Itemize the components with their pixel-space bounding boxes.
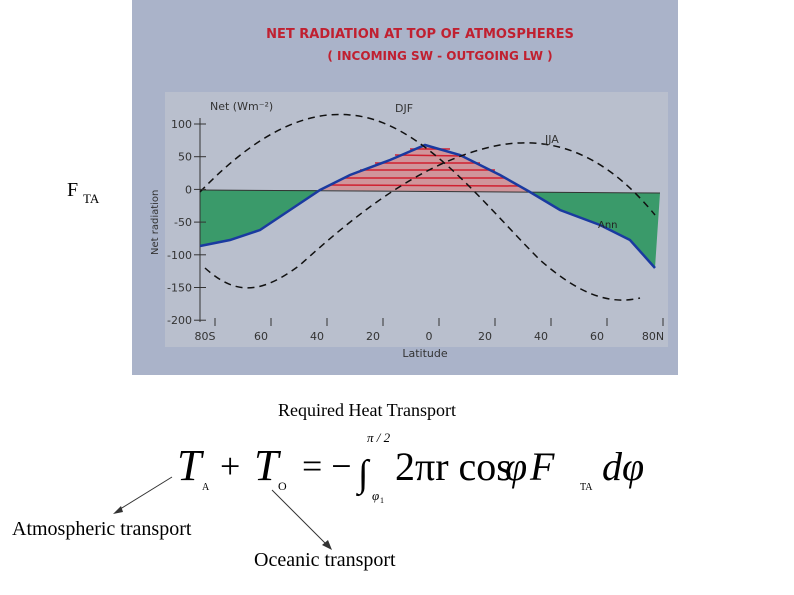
- djf-curve: [199, 113, 641, 301]
- eq-term: dφ: [602, 444, 644, 489]
- x-tick-label: 0: [426, 330, 433, 343]
- arrowhead: [322, 540, 332, 550]
- curve-label: Ann: [598, 220, 618, 231]
- y-tick-label: -50: [174, 216, 192, 229]
- side-label-sub: TA: [83, 191, 100, 206]
- eq-term: F: [529, 444, 555, 489]
- eq-limit: 1: [380, 496, 384, 505]
- eq-sub: A: [202, 482, 210, 493]
- x-tick-label: 20: [366, 330, 380, 343]
- y-tick-label: 50: [178, 151, 192, 164]
- eq-integral: ∫: [356, 453, 371, 497]
- caption: Required Heat Transport: [278, 400, 456, 420]
- arrow: [271, 489, 329, 547]
- eq-term: T: [177, 441, 205, 490]
- side-label: F: [67, 179, 78, 201]
- eq-term: = −: [302, 446, 352, 486]
- y-tick-label: -200: [167, 314, 192, 327]
- unit-label: Net (Wm⁻²): [210, 100, 273, 113]
- curve-label: JJA: [544, 133, 559, 146]
- arrow: [116, 476, 173, 512]
- y-tick-label: -150: [167, 282, 192, 295]
- eq-term: φ: [505, 444, 527, 489]
- positive-region: [320, 145, 530, 192]
- x-tick-label: 80S: [195, 330, 216, 343]
- y-tick-label: -100: [167, 249, 192, 262]
- x-tick-label: 60: [590, 330, 604, 343]
- eq-sub: O: [278, 479, 287, 493]
- x-tick-label: 20: [478, 330, 492, 343]
- y-axis-label: Net radiation: [150, 190, 161, 255]
- oceanic-label: Oceanic transport: [254, 549, 396, 571]
- figure-subtitle: ( INCOMING SW - OUTGOING LW ): [327, 49, 552, 63]
- eq-term: +: [220, 446, 240, 486]
- equation: T A + T O = − ∫ π / 2 φ 1 2πr cos φ F TA…: [177, 430, 644, 505]
- y-tick-label: 100: [171, 118, 192, 131]
- atmospheric-label: Atmospheric transport: [12, 518, 192, 540]
- eq-sub: TA: [580, 482, 593, 493]
- y-tick-label: 0: [185, 183, 192, 196]
- eq-term: T: [254, 441, 282, 490]
- zero-line: [199, 189, 661, 194]
- x-tick-label: 40: [310, 330, 324, 343]
- negative-region: [200, 190, 320, 246]
- x-axis-label: Latitude: [402, 347, 448, 360]
- jja-curve: [204, 142, 656, 289]
- x-tick-label: 60: [254, 330, 268, 343]
- figure-title: NET RADIATION AT TOP OF ATMOSPHERES: [266, 27, 574, 42]
- negative-region: [530, 192, 660, 268]
- curve-label: DJF: [395, 102, 413, 115]
- eq-term: 2πr cos: [395, 444, 512, 489]
- arrowhead: [113, 506, 123, 514]
- eq-limit: φ: [372, 488, 379, 503]
- eq-limit: π / 2: [367, 430, 391, 445]
- x-tick-label: 40: [534, 330, 548, 343]
- x-tick-label: 80N: [642, 330, 664, 343]
- ann-curve: [199, 143, 656, 269]
